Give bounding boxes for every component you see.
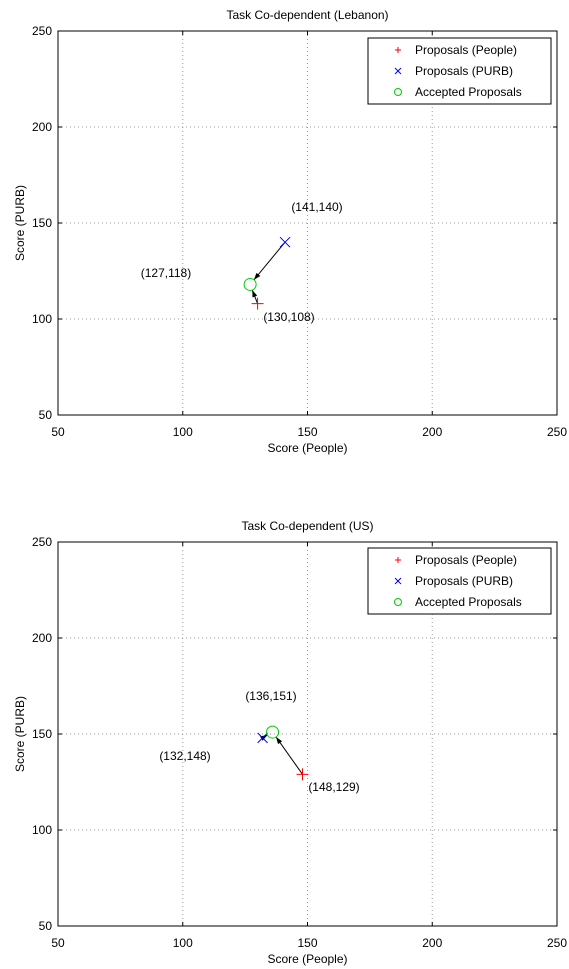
point-annotation: (136,151) xyxy=(245,689,296,703)
y-tick-label: 250 xyxy=(32,24,52,38)
y-tick-label: 50 xyxy=(39,919,53,933)
x-tick-label: 50 xyxy=(51,936,65,950)
legend-label: Accepted Proposals xyxy=(415,85,522,99)
legend-label: Proposals (People) xyxy=(415,43,517,57)
x-tick-label: 50 xyxy=(51,425,65,439)
legend-marker-circle-ring xyxy=(394,598,402,606)
y-tick-label: 100 xyxy=(32,312,52,326)
arrow-line xyxy=(253,241,286,281)
legend-label: Proposals (People) xyxy=(415,553,517,567)
x-tick-label: 100 xyxy=(173,425,193,439)
arrow-head xyxy=(252,290,258,298)
chart-title: Task Co-dependent (US) xyxy=(241,519,373,533)
x-tick-label: 150 xyxy=(297,425,317,439)
y-tick-label: 150 xyxy=(32,727,52,741)
legend-label: Proposals (PURB) xyxy=(415,64,513,78)
data-point-circle-ring xyxy=(243,277,257,291)
arrow-head xyxy=(276,736,283,745)
x-tick-label: 250 xyxy=(547,425,567,439)
legend-label: Accepted Proposals xyxy=(415,595,522,609)
chart-panel-2: Task Co-dependent (US) 50 100 150 200 250 50 10… xyxy=(13,519,567,966)
arrow-head xyxy=(253,272,261,280)
x-tick-label: 100 xyxy=(173,936,193,950)
point-annotation: (148,129) xyxy=(308,780,359,794)
legend-marker-circle-ring xyxy=(394,88,402,96)
data-point-x-b xyxy=(257,732,268,744)
arrow-line xyxy=(275,736,303,775)
point-annotation: (132,148) xyxy=(159,749,210,763)
chart-title: Task Co-dependent (Lebanon) xyxy=(226,8,388,22)
point-annotation: (141,140) xyxy=(291,200,342,214)
y-axis-label: Score (PURB) xyxy=(13,696,27,772)
x-tick-label: 150 xyxy=(297,936,317,950)
x-axis-label: Score (People) xyxy=(267,952,347,966)
y-tick-label: 150 xyxy=(32,216,52,230)
point-annotation: (130,108) xyxy=(263,310,314,324)
y-tick-label: 200 xyxy=(32,120,52,134)
legend-label: Proposals (PURB) xyxy=(415,574,513,588)
x-tick-label: 200 xyxy=(422,936,442,950)
legend: Proposals (People) Proposals (PURB) Accept… xyxy=(367,547,552,615)
legend-marker-x-b xyxy=(394,577,402,585)
y-axis-label: Score (PURB) xyxy=(13,185,27,261)
data-point-x-b xyxy=(279,236,291,248)
x-tick-label: 250 xyxy=(547,936,567,950)
legend-marker-x-b xyxy=(394,67,402,75)
y-tick-label: 50 xyxy=(39,408,53,422)
point-annotation: (127,118) xyxy=(141,266,191,280)
chart-panel-1: Task Co-dependent (Lebanon) 50 100 150 200 25… xyxy=(13,8,567,455)
data-point-circle-ring xyxy=(266,725,280,739)
x-axis-label: Score (People) xyxy=(267,441,347,455)
y-tick-label: 200 xyxy=(32,631,52,645)
y-tick-label: 100 xyxy=(32,823,52,837)
y-tick-label: 250 xyxy=(32,535,52,549)
legend: Proposals (People) Proposals (PURB) Accept… xyxy=(367,37,552,105)
x-tick-label: 200 xyxy=(422,425,442,439)
